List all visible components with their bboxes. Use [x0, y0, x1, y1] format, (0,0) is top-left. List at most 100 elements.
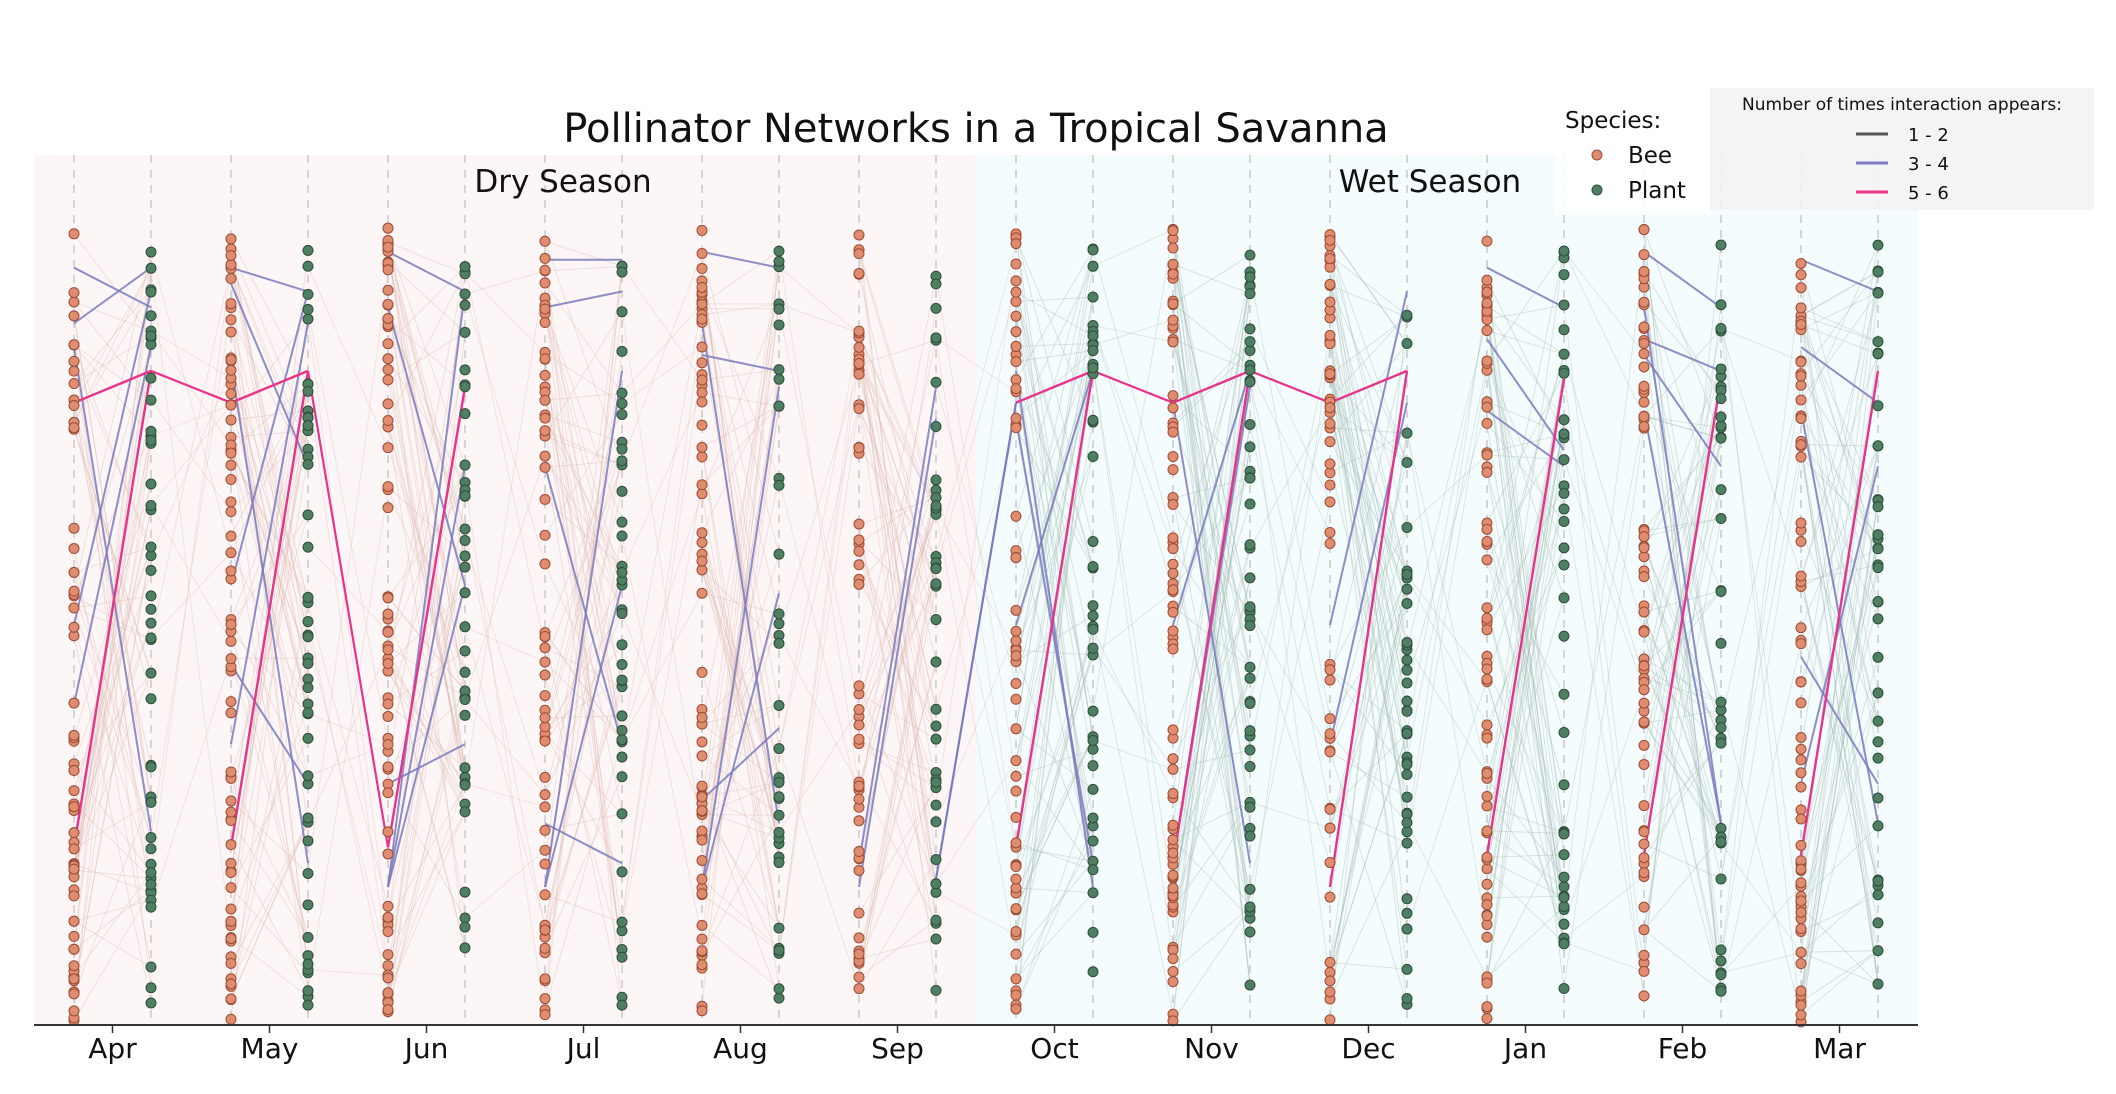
- bee-dot-may: [225, 933, 237, 945]
- weak-link-aug: [701, 369, 780, 381]
- plant-dot-sep: [930, 563, 942, 575]
- weak-link-jul: [544, 456, 623, 950]
- weak-link-may: [230, 887, 309, 974]
- weak-link-jul: [544, 387, 623, 958]
- plant-dot-jul: [616, 999, 628, 1011]
- weak-link-nov: [1172, 498, 1251, 908]
- bee-dot-jun: [382, 284, 394, 296]
- weak-link-feb: [1643, 518, 1722, 532]
- weak-link-dec: [1329, 373, 1408, 604]
- plant-dot-mar: [1872, 543, 1884, 555]
- bee-dot-sep: [853, 704, 865, 716]
- weak-link-nov: [1172, 263, 1251, 295]
- plant-dot-jun: [459, 806, 471, 818]
- plant-dot-dec: [1401, 817, 1413, 829]
- weak-link-feb: [1643, 368, 1722, 548]
- bee-dot-oct: [1010, 238, 1022, 250]
- bee-dot-mar: [1795, 370, 1807, 382]
- weak-link-feb: [1643, 843, 1722, 880]
- plant-dot-may: [302, 260, 314, 272]
- bee-legend-label: Bee: [1628, 143, 1672, 169]
- plant-dot-feb: [1715, 299, 1727, 311]
- plant-dot-sep: [930, 278, 942, 290]
- weak-link-sep: [858, 359, 937, 584]
- weak-cross-link-jan: [1563, 459, 1645, 690]
- cross-link-oct-nov: [1092, 369, 1174, 404]
- weak-link-oct: [1015, 842, 1094, 871]
- weak-link-mar: [1800, 361, 1879, 602]
- weak-cross-link-oct: [1092, 248, 1174, 539]
- bee-dot-may: [225, 696, 237, 708]
- plant-dot-jan: [1558, 938, 1570, 950]
- weak-cross-link-jul: [621, 535, 703, 940]
- bee-dot-may: [225, 326, 237, 338]
- bee-dot-jan: [1481, 602, 1493, 614]
- plant-dot-jul: [616, 951, 628, 963]
- bee-dot-jun: [382, 502, 394, 514]
- weak-link-dec: [1329, 342, 1408, 702]
- bee-dot-may: [225, 530, 237, 542]
- plant-dot-jan: [1558, 891, 1570, 903]
- bee-dot-mar: [1795, 318, 1807, 330]
- plant-dot-may: [302, 682, 314, 694]
- bee-dot-oct: [1010, 510, 1022, 522]
- weak-cross-link-jan: [1563, 250, 1645, 417]
- bee-dot-aug: [696, 712, 708, 724]
- weak-link-jan: [1486, 472, 1565, 733]
- weak-link-apr: [73, 289, 152, 384]
- weak-link-feb: [1643, 547, 1722, 721]
- weak-link-feb: [1643, 401, 1722, 591]
- weak-link-mar: [1800, 385, 1879, 722]
- plant-dot-apr: [145, 982, 157, 994]
- weak-cross-link-dec: [1406, 822, 1488, 978]
- bee-dot-mar: [1795, 570, 1807, 582]
- plant-dot-jan: [1558, 324, 1570, 336]
- weak-link-may: [230, 250, 309, 922]
- weak-link-may: [230, 370, 309, 598]
- weak-link-mar: [1800, 444, 1879, 985]
- medium-link-jun-16: [387, 466, 466, 888]
- bee-dot-apr: [68, 228, 80, 240]
- medium-link-feb-46: [1643, 338, 1722, 372]
- bee-dot-aug: [696, 441, 708, 453]
- plant-dot-nov: [1244, 672, 1256, 684]
- weak-link-jul: [544, 647, 623, 688]
- weak-link-apr: [73, 251, 152, 592]
- weak-link-dec: [1329, 255, 1408, 684]
- medium-link-mar-51: [1800, 346, 1879, 404]
- bee-dot-mar: [1795, 839, 1807, 851]
- weak-link-may: [230, 248, 309, 431]
- plant-dot-may: [302, 867, 314, 879]
- weak-link-jun: [387, 358, 466, 784]
- weak-link-mar: [1800, 244, 1879, 417]
- weak-link-sep: [858, 743, 937, 774]
- weak-link-feb: [1643, 630, 1722, 975]
- weak-link-oct: [1015, 301, 1094, 569]
- bee-dot-feb: [1638, 990, 1650, 1002]
- bee-dot-dec: [1324, 891, 1336, 903]
- weak-link-jul: [544, 460, 623, 734]
- weak-link-may: [230, 619, 309, 777]
- weak-link-dec: [1329, 373, 1408, 579]
- weak-link-mar: [1800, 692, 1879, 996]
- weak-link-aug: [701, 532, 780, 929]
- weak-link-aug: [701, 268, 780, 858]
- plant-dot-aug: [773, 364, 785, 376]
- dry-season-band: [34, 155, 976, 1025]
- plant-dot-mar: [1872, 239, 1884, 251]
- bee-dot-mar: [1795, 356, 1807, 368]
- weak-link-nov: [1172, 677, 1251, 859]
- plant-dot-may: [302, 631, 314, 643]
- bee-dot-mar: [1795, 906, 1807, 918]
- medium-link-apr-1: [73, 266, 152, 325]
- weak-cross-link-oct: [1092, 325, 1174, 343]
- weak-link-may: [230, 703, 309, 922]
- bee-dot-jan: [1481, 767, 1493, 779]
- strong-link-feb-12: [1642, 378, 1723, 856]
- weak-cross-link-may: [307, 621, 389, 994]
- weak-link-aug: [701, 532, 780, 844]
- plant-dot-apr: [145, 761, 157, 773]
- weak-link-aug: [701, 797, 780, 954]
- weak-link-mar: [1800, 324, 1879, 501]
- weak-link-jul: [544, 733, 623, 815]
